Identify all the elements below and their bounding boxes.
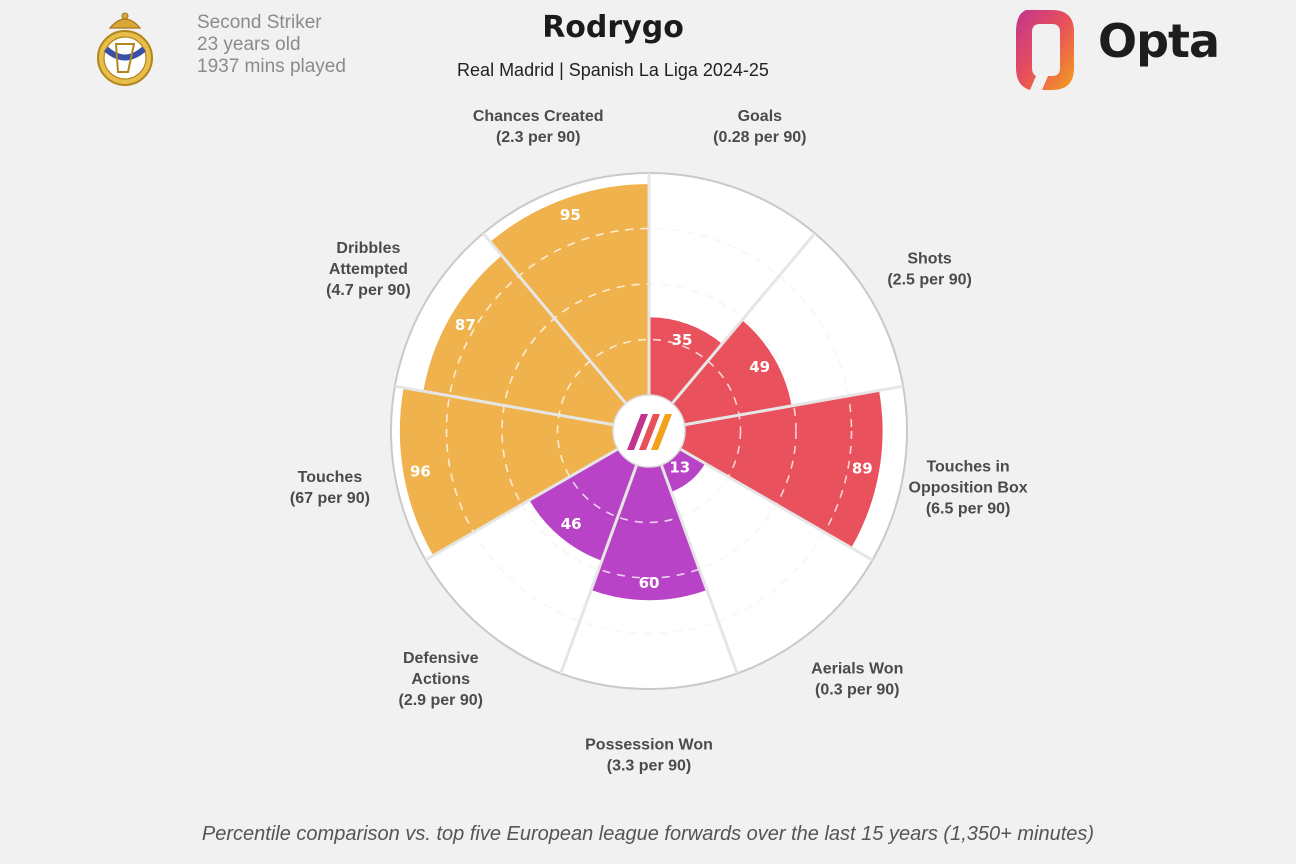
metric-label: Dribbles Attempted (4.7 per 90)	[326, 240, 410, 299]
metric-rate: (6.5 per 90)	[926, 500, 1010, 517]
metric-rate: (0.28 per 90)	[713, 129, 806, 146]
radar-bar	[529, 449, 637, 561]
radar-bar	[490, 184, 649, 404]
footnote: Percentile comparison vs. top five Europ…	[201, 823, 1095, 845]
radar-spoke	[684, 384, 904, 427]
radar-spoke	[559, 464, 639, 674]
brand-name: Opta	[1098, 14, 1220, 68]
radar-bar	[680, 390, 883, 548]
opta-mark-icon	[651, 414, 672, 450]
radar-value-label: 89	[852, 460, 873, 478]
radar-value-label: 87	[455, 316, 476, 334]
radar-bar	[661, 449, 706, 492]
metric-rate: (4.7 per 90)	[326, 282, 410, 299]
radar-spoke	[424, 447, 619, 562]
metric-label: Aerials Won (0.3 per 90)	[811, 660, 903, 698]
radar-value-label: 96	[410, 462, 431, 480]
player-info: Second Striker 23 years old 1937 mins pl…	[197, 12, 346, 78]
metric-rate: (3.3 per 90)	[607, 757, 691, 774]
metric-rate: (2.9 per 90)	[398, 692, 482, 709]
metric-label: Defensive Actions (2.9 per 90)	[398, 650, 482, 709]
metric-rate: (0.3 per 90)	[815, 681, 899, 698]
radar-value-label: 49	[749, 358, 770, 376]
radar-spoke	[659, 464, 739, 674]
metric-label: Possession Won (3.3 per 90)	[585, 736, 713, 774]
opta-logo-icon	[1016, 10, 1074, 90]
radar-value-label: 13	[669, 459, 690, 477]
radar-bar	[399, 387, 618, 556]
metric-label: Touches (67 per 90)	[290, 468, 370, 506]
radar-spoke	[394, 384, 614, 427]
chart-subtitle: Real Madrid | Spanish La Liga 2024-25	[457, 60, 769, 80]
metric-label: Goals (0.28 per 90)	[713, 108, 806, 146]
radar-bar	[423, 255, 626, 425]
radar-value-label: 46	[561, 515, 582, 533]
metric-rate: (67 per 90)	[290, 489, 370, 506]
radar-bar	[649, 317, 723, 404]
radar-bar	[672, 320, 792, 425]
radar-gridline-overlay	[556, 338, 742, 524]
player-age: 23 years old	[197, 34, 301, 55]
opta-mark-icon	[627, 414, 648, 450]
radar-value-label: 95	[560, 206, 581, 224]
radar-spoke	[679, 447, 874, 562]
metric-label: Shots (2.5 per 90)	[887, 250, 971, 288]
player-position: Second Striker	[197, 12, 322, 33]
radar-bar	[591, 464, 707, 601]
player-minutes: 1937 mins played	[197, 56, 346, 77]
radar-value-label: 60	[639, 574, 660, 592]
metric-label: Chances Created (2.3 per 90)	[473, 108, 604, 146]
radar-gridline-overlay	[445, 227, 853, 635]
real-madrid-crest	[97, 12, 153, 86]
radar-value-label: 35	[672, 331, 693, 349]
metric-label: Touches in Opposition Box (6.5 per 90)	[909, 458, 1028, 517]
radar-spoke	[482, 232, 628, 405]
radar-spoke	[670, 232, 816, 405]
metric-rate: (2.3 per 90)	[496, 129, 580, 146]
chart-title: Rodrygo	[542, 10, 684, 45]
opta-mark-icon	[639, 414, 660, 450]
metric-rate: (2.5 per 90)	[887, 271, 971, 288]
